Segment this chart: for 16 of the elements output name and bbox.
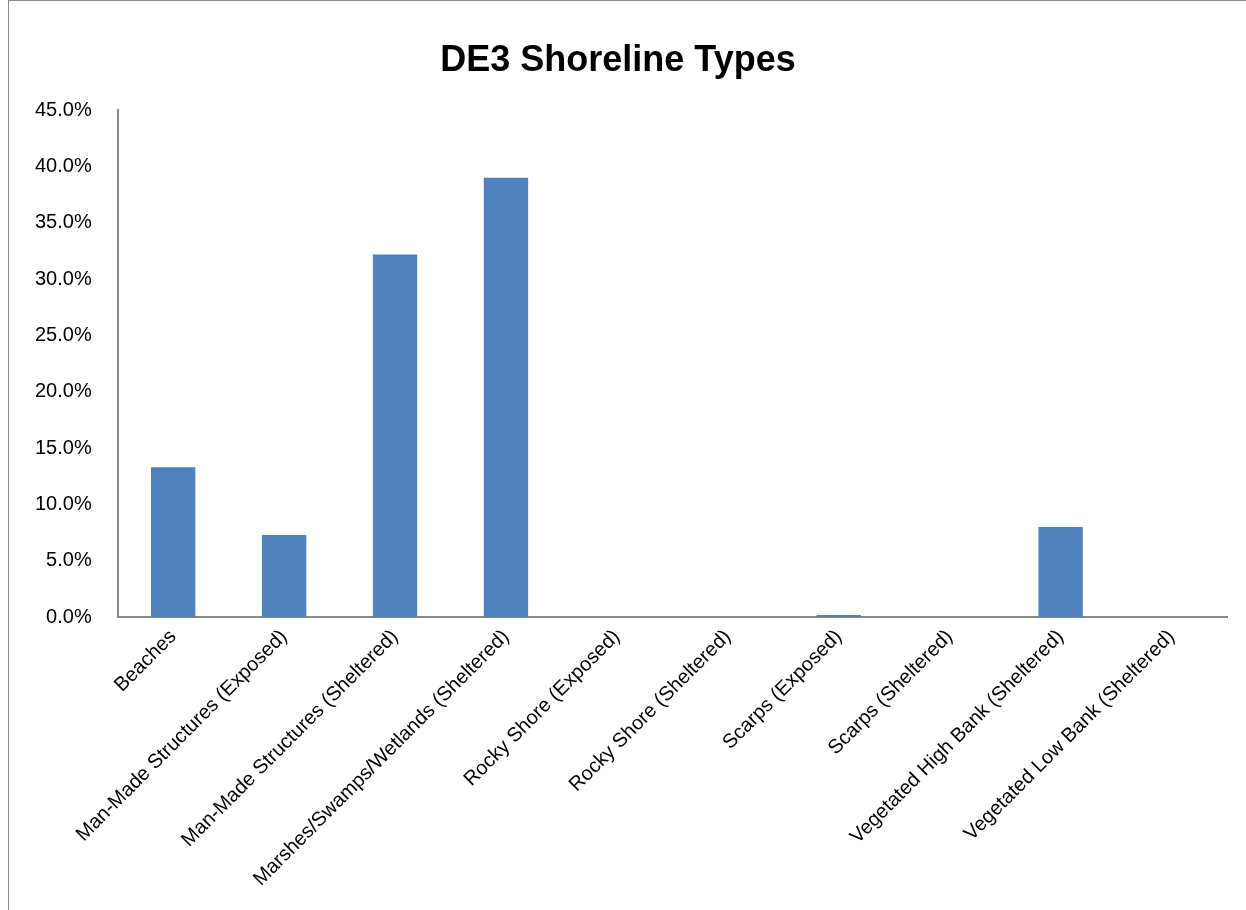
y-tick-label: 5.0% [46,548,92,571]
y-tick-label: 40.0% [34,154,92,177]
chart-title: DE3 Shoreline Types [440,37,796,79]
bar [1038,527,1083,618]
bar [483,177,529,618]
y-tick-label: 10.0% [34,492,92,514]
y-tick-label: 25.0% [34,323,92,346]
y-tick-label: 15.0% [34,435,92,458]
y-tick-label: 0.0% [46,604,92,627]
y-tick-label: 30.0% [34,266,92,289]
bar [150,467,196,618]
y-tick-label: 35.0% [34,210,92,233]
bar [372,254,418,618]
y-tick-label: 20.0% [34,379,92,402]
y-tick-label: 45.0% [34,97,92,120]
bar [261,534,307,618]
